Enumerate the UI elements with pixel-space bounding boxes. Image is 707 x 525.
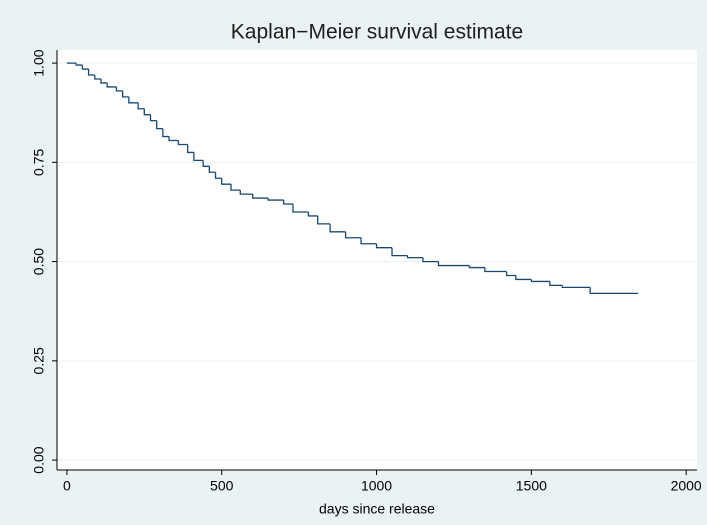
x-tick-label: 1000: [361, 478, 392, 494]
survival-step: [239, 190, 253, 195]
survival-step: [589, 287, 639, 294]
survival-step: [177, 140, 188, 146]
survival-step: [530, 279, 550, 283]
survival-step: [100, 78, 108, 84]
survival-step: [505, 271, 516, 277]
y-tick-label: 0.75: [31, 149, 47, 176]
survival-step: [168, 136, 179, 142]
survival-step: [375, 243, 393, 249]
survival-step: [329, 223, 346, 233]
survival-step: [307, 211, 318, 217]
survival-step: [360, 237, 377, 245]
survival-step: [484, 267, 507, 273]
x-tick-label: 2000: [671, 478, 702, 494]
survival-step: [121, 90, 129, 98]
survival-step: [143, 108, 151, 116]
survival-step: [75, 63, 83, 66]
x-tick-label: 500: [210, 478, 234, 494]
survival-step: [292, 204, 309, 213]
y-tick-label: 0.00: [31, 446, 47, 473]
x-tick-label: 1500: [516, 478, 547, 494]
survival-step: [94, 75, 101, 80]
survival-step: [156, 120, 163, 130]
survival-step: [137, 102, 145, 110]
survival-step: [193, 152, 204, 162]
survival-step: [406, 255, 423, 259]
chart-title: Kaplan−Meier survival estimate: [231, 21, 523, 44]
survival-step: [549, 281, 563, 287]
survival-step: [515, 275, 532, 281]
y-tick-label: 0.50: [31, 248, 47, 275]
survival-step: [437, 261, 470, 267]
survival-step: [81, 65, 89, 70]
survival-step: [221, 178, 232, 185]
survival-step: [468, 265, 485, 269]
survival-step: [106, 82, 117, 88]
survival-step: [230, 184, 241, 191]
survival-step: [282, 200, 293, 205]
survival-step: [344, 231, 362, 239]
survival-step: [252, 194, 269, 199]
survival-step: [422, 257, 439, 263]
survival-step: [162, 128, 170, 138]
survival-step: [149, 114, 157, 122]
survival-step: [87, 69, 95, 76]
x-axis-label: days since release: [319, 501, 435, 517]
survival-step: [115, 86, 123, 92]
survival-step: [561, 285, 591, 289]
y-tick-label: 1.00: [31, 49, 47, 76]
survival-step: [391, 247, 408, 257]
plot-area: [57, 50, 697, 470]
survival-step: [317, 215, 331, 225]
survival-step: [187, 144, 194, 154]
x-tick-label: 0: [63, 478, 71, 494]
y-tick-label: 0.25: [31, 347, 47, 374]
survival-step: [214, 172, 222, 179]
survival-step: [208, 166, 216, 173]
survival-step: [267, 198, 284, 201]
survival-step: [202, 160, 210, 167]
survival-step: [128, 96, 139, 104]
